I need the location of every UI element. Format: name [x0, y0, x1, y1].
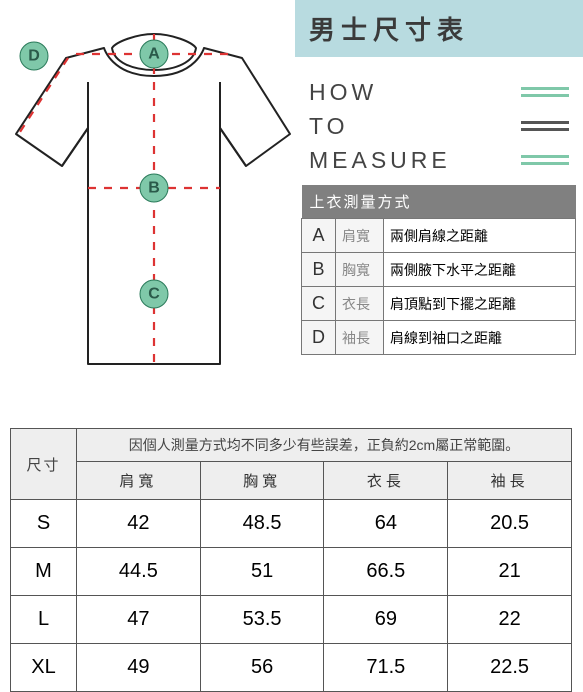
size-row: L 47 53.5 69 22	[11, 596, 572, 644]
def-header: 上衣測量方式	[302, 185, 576, 219]
size-row: M 44.5 51 66.5 21	[11, 548, 572, 596]
how-to-measure-heading: HOW TO MEASURE	[295, 57, 583, 185]
htm-word-3: MEASURE	[309, 147, 451, 174]
def-row: C 衣長 肩頂點到下擺之距離	[302, 287, 576, 321]
marker-b: B	[148, 180, 160, 197]
htm-word-1: HOW	[309, 79, 377, 106]
col-header: 胸寬	[200, 462, 324, 500]
def-row: B 胸寬 兩側腋下水平之距離	[302, 253, 576, 287]
size-rowlabel: 尺寸	[11, 429, 77, 500]
htm-word-2: TO	[309, 113, 349, 140]
marker-d: D	[28, 48, 40, 65]
tshirt-diagram: A B C D	[4, 12, 292, 414]
measurement-definitions-table: 上衣測量方式 A 肩寬 兩側肩線之距離 B 胸寬 兩側腋下水平之距離 C 衣長 …	[301, 185, 576, 355]
marker-c: C	[148, 286, 160, 303]
def-row: D 袖長 肩線到袖口之距離	[302, 321, 576, 355]
col-header: 袖長	[448, 462, 572, 500]
col-header: 肩寬	[77, 462, 201, 500]
size-row: S 42 48.5 64 20.5	[11, 500, 572, 548]
marker-a: A	[148, 46, 160, 63]
size-note: 因個人測量方式均不同多少有些誤差，正負約2cm屬正常範圍。	[77, 429, 572, 462]
size-chart-table: 尺寸 因個人測量方式均不同多少有些誤差，正負約2cm屬正常範圍。 肩寬 胸寬 衣…	[10, 428, 572, 692]
size-row: XL 49 56 71.5 22.5	[11, 644, 572, 692]
page-title: 男士尺寸表	[295, 0, 583, 57]
col-header: 衣長	[324, 462, 448, 500]
def-row: A 肩寬 兩側肩線之距離	[302, 219, 576, 253]
